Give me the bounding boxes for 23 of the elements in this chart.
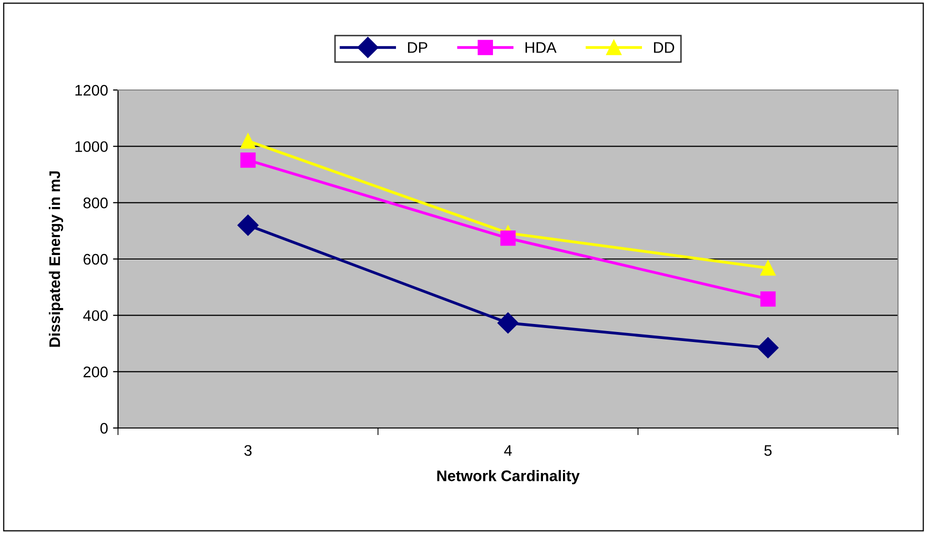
y-tick-label: 400 [83,310,108,322]
legend-label: DD [654,42,674,53]
x-axis-title: Network Cardinality [437,470,580,484]
y-tick-label: 800 [83,198,108,208]
y-tick-label: 1000 [75,141,108,152]
point [760,291,776,307]
y-tick-label: 1200 [75,84,108,96]
y-tick-label: 600 [84,254,108,265]
point [757,337,779,358]
x-tick-label: 3 [244,445,252,456]
x-tick-label: 5 [764,445,772,456]
x-tick-label: 4 [504,445,512,456]
point [500,230,516,246]
legend-label: DP [408,42,428,53]
y-tick-label: 0 [100,422,108,434]
y-axis-title: Dissipated Energy in mJ [48,171,64,347]
point [240,133,256,149]
legend-label: HDA [526,42,557,53]
point [760,260,776,276]
point [497,312,519,334]
point [237,214,259,236]
point [240,152,256,168]
y-tick-label: 200 [84,366,108,378]
